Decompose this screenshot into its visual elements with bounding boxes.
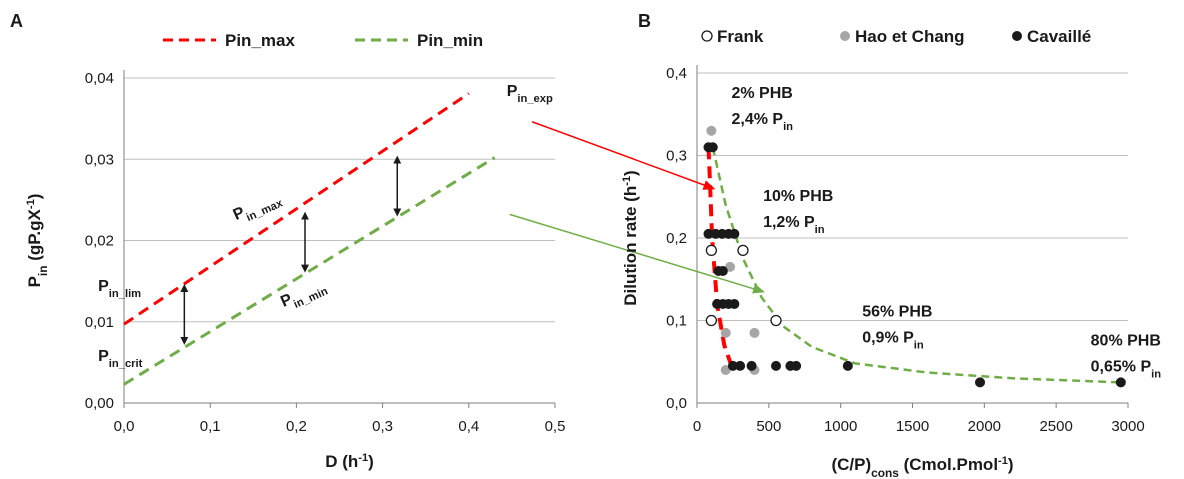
legend-b-marker xyxy=(701,30,713,42)
legend-b-label: Cavaillé xyxy=(1027,27,1091,46)
cross-panel-arrow xyxy=(531,121,716,190)
data-point-cavaill- xyxy=(729,228,740,239)
series-line-pin-max xyxy=(123,92,470,326)
data-point-cavaill- xyxy=(1115,377,1126,388)
panel-b-x-tick-label: 1500 xyxy=(896,418,929,435)
panel-b-y-axis-title: Dilution rate (h-1) xyxy=(621,170,640,305)
panel-b-x-tick-label: 2500 xyxy=(1039,418,1072,435)
series-line-pin-min xyxy=(123,156,496,386)
data-point-frank xyxy=(737,244,749,257)
annotation-pin: 0,65% Pin xyxy=(1091,358,1162,380)
data-point-cavaill- xyxy=(791,360,802,371)
annotation-phb: 56% PHB xyxy=(862,303,932,320)
data-point-cavaill- xyxy=(727,360,738,371)
data-point-cavaill- xyxy=(703,228,714,239)
panel-b-x-axis-title: (C/P)cons (Cmol.Pmol-1) xyxy=(831,455,1013,479)
panel-b-y-tick-label: 0,1 xyxy=(666,313,687,330)
panel-b-y-tick-label: 0,3 xyxy=(666,148,687,165)
panel-a-y-tick-label: 0,04 xyxy=(85,70,114,87)
data-point-cavaill- xyxy=(707,142,718,153)
panel-a-y-tick-label: 0,01 xyxy=(85,314,114,331)
annotation-phb: 80% PHB xyxy=(1091,332,1161,349)
data-point-cavaill- xyxy=(729,299,740,309)
data-point-cavaill- xyxy=(975,377,986,388)
panel-b-y-tick-label: 0,2 xyxy=(666,230,687,247)
annotation-pin: 1,2% Pin xyxy=(763,214,825,236)
panel-b-y-tick-label: 0,4 xyxy=(666,65,687,82)
panel-b-x-tick-label: 0 xyxy=(693,418,701,435)
legend-b-label: Frank xyxy=(717,27,764,46)
panel-label-a: A xyxy=(10,11,23,31)
trend-curve-green xyxy=(711,147,1121,384)
panel-a-x-tick-label: 0,3 xyxy=(372,418,393,435)
panel-a-y-tick-label: 0,00 xyxy=(85,395,114,412)
annotation-pin: 2,4% Pin xyxy=(731,111,793,133)
data-point-cavaill- xyxy=(771,360,782,371)
annotation-p-in-exp: Pin_exp xyxy=(507,83,553,105)
annotation-phb: 10% PHB xyxy=(763,188,833,205)
legend-a-label-pin-max: Pin_max xyxy=(225,31,295,50)
data-point-hao-et-chang xyxy=(720,327,731,338)
data-point-cavaill- xyxy=(746,360,757,371)
data-point-frank xyxy=(705,314,718,327)
data-point-hao-et-chang xyxy=(749,327,760,338)
panel-a-x-tick-label: 0,0 xyxy=(114,418,135,435)
panel-b-x-tick-label: 2000 xyxy=(968,418,1001,435)
legend-b-marker xyxy=(840,31,850,41)
panel-b-x-tick-label: 500 xyxy=(756,418,781,435)
data-point-frank xyxy=(705,244,718,257)
panel-b-x-tick-label: 1000 xyxy=(824,418,857,435)
data-point-cavaill- xyxy=(842,360,853,371)
panel-a-x-tick-label: 0,1 xyxy=(200,418,221,435)
panel-a-x-axis-title: D (h-1) xyxy=(325,452,374,471)
annotation-p-in-min: Pin_min xyxy=(278,276,330,315)
annotation-p-in-lim: Pin_lim xyxy=(98,278,141,300)
panel-a-y-tick-label: 0,02 xyxy=(85,233,114,250)
data-point-cavaill- xyxy=(717,266,728,276)
panel-b-x-tick-label: 3000 xyxy=(1111,418,1144,435)
cross-panel-arrow xyxy=(509,213,765,294)
panel-a-x-tick-label: 0,2 xyxy=(286,418,307,435)
panel-a-x-tick-label: 0,5 xyxy=(545,418,566,435)
panel-a-y-tick-label: 0,03 xyxy=(85,151,114,168)
legend-b-marker xyxy=(1012,31,1022,41)
panel-a-x-tick-label: 0,4 xyxy=(458,418,479,435)
panel-a-y-axis-title: Pin (gP.gX-1) xyxy=(25,194,50,288)
data-point-hao-et-chang xyxy=(706,125,717,136)
legend-a-label-pin-min: Pin_min xyxy=(417,31,483,50)
data-point-frank xyxy=(770,314,782,327)
data-point-cavaill- xyxy=(735,360,746,371)
annotation-pin: 0,9% Pin xyxy=(862,329,924,351)
panel-label-b: B xyxy=(638,11,651,31)
legend-b-label: Hao et Chang xyxy=(855,27,965,46)
panel-b-y-tick-label: 0,0 xyxy=(666,395,687,412)
annotation-phb: 2% PHB xyxy=(731,85,792,102)
annotation-p-in-crit: Pin_crit xyxy=(98,348,143,370)
